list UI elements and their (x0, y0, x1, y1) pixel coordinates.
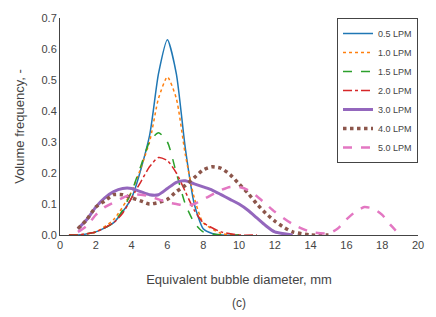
svg-text:4: 4 (129, 239, 135, 251)
svg-text:18: 18 (376, 239, 388, 251)
svg-text:3.0 LPM: 3.0 LPM (378, 105, 412, 115)
svg-text:0.5: 0.5 (42, 74, 57, 86)
svg-text:5.0 LPM: 5.0 LPM (378, 143, 412, 153)
svg-text:0.1: 0.1 (42, 198, 57, 210)
svg-text:16: 16 (340, 239, 352, 251)
svg-text:2: 2 (93, 239, 99, 251)
svg-text:0.6: 0.6 (42, 43, 57, 55)
svg-text:0.4: 0.4 (42, 105, 57, 117)
svg-text:12: 12 (269, 239, 281, 251)
svg-text:0.2: 0.2 (42, 167, 57, 179)
svg-text:Volume frequency, -: Volume frequency, - (12, 69, 27, 184)
svg-text:6: 6 (164, 239, 170, 251)
svg-text:20: 20 (412, 239, 424, 251)
svg-text:1.0 LPM: 1.0 LPM (378, 48, 412, 58)
svg-text:14: 14 (304, 239, 316, 251)
svg-text:8: 8 (200, 239, 206, 251)
svg-text:2.0 LPM: 2.0 LPM (378, 86, 412, 96)
svg-text:1.5 LPM: 1.5 LPM (378, 67, 412, 77)
svg-text:0.0: 0.0 (42, 229, 57, 241)
svg-text:0.7: 0.7 (42, 12, 57, 24)
svg-text:Equivalent bubble diameter, mm: Equivalent bubble diameter, mm (146, 272, 332, 287)
svg-text:0.3: 0.3 (42, 136, 57, 148)
svg-text:10: 10 (233, 239, 245, 251)
svg-text:(c): (c) (232, 296, 246, 310)
svg-text:0: 0 (57, 239, 63, 251)
svg-text:4.0 LPM: 4.0 LPM (378, 124, 412, 134)
svg-text:0.5 LPM: 0.5 LPM (378, 29, 412, 39)
